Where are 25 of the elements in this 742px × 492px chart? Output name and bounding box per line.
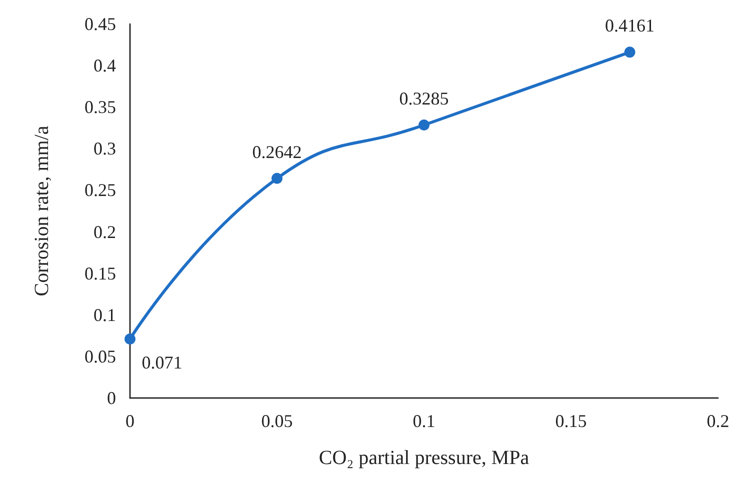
y-tick-label: 0.05 [84, 346, 116, 366]
y-tick-label: 0.4 [94, 56, 116, 76]
x-tick-label: 0 [126, 411, 134, 431]
x-tick-label: 0.2 [706, 411, 730, 431]
x-axis-title: CO₂ partial pressure, MPa [318, 447, 530, 469]
y-tick-label: 0.1 [94, 304, 116, 325]
y-tick-label: 0.25 [84, 180, 116, 200]
y-tick-label: 0.45 [84, 14, 116, 34]
data-label: 0.3285 [399, 88, 449, 108]
y-tick-label: 0.2 [94, 222, 116, 242]
point [624, 46, 636, 58]
y-tick-label: 0.3 [94, 138, 116, 159]
point [124, 333, 136, 344]
x-tick-label: 0.1 [412, 411, 436, 431]
point [418, 119, 430, 130]
data-label: 0.4161 [605, 16, 655, 36]
y-axis-title: Corrosion rate, mm/a [31, 126, 53, 296]
x-tick-label: 0.05 [261, 411, 293, 431]
y-tick-label: 0.35 [84, 97, 116, 118]
y-tick-label: 0 [107, 388, 116, 408]
data-label: 0.2642 [252, 142, 302, 162]
data-label: 0.071 [142, 352, 182, 372]
y-tick-label: 0.15 [84, 263, 116, 284]
point [272, 172, 282, 184]
x-tick-label: 0.15 [555, 411, 587, 431]
